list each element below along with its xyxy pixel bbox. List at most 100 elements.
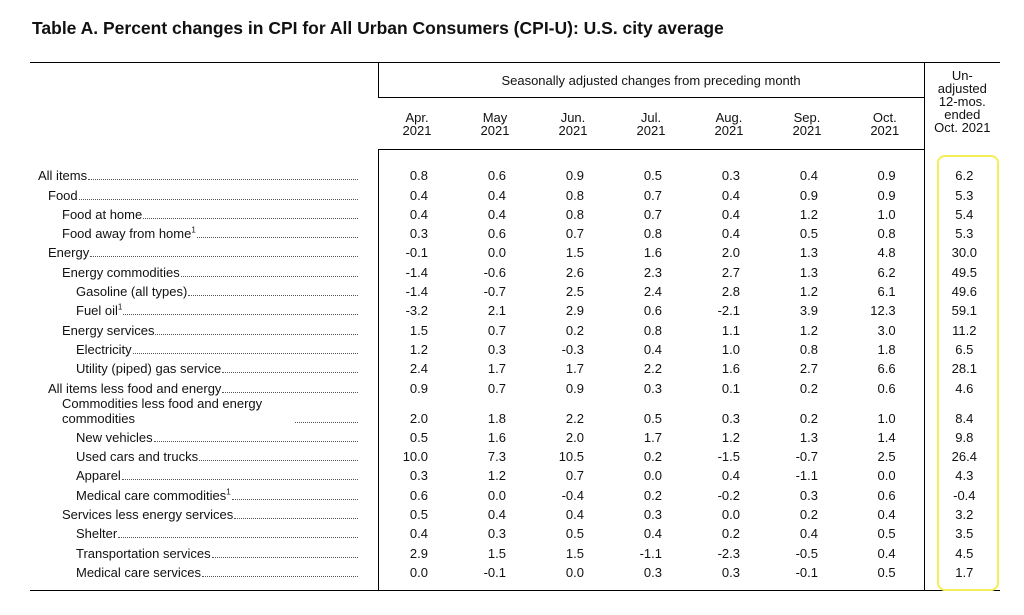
value-cell: 0.8 (643, 226, 662, 242)
label: All items less food and energy (48, 380, 222, 396)
row-label: Medical care commodities1 (30, 488, 378, 503)
label: Food at home (62, 206, 143, 222)
value-cell: 7.3 (487, 449, 506, 465)
table-row: Energy -0.1 0.0 1.5 1.6 2.0 1.3 4.8 30.0 (30, 241, 1001, 261)
row-label-cell: Shelter (30, 522, 378, 541)
value-cell: -0.7 (795, 449, 818, 465)
row-label-cell: Gasoline (all types) (30, 280, 378, 299)
header-line: Un- (951, 68, 973, 83)
value-cell: 5.3 (923, 221, 1001, 242)
value-cell: -2.3 (717, 545, 740, 561)
value-cell: 0.4 (377, 183, 456, 203)
row-label: Food (30, 188, 378, 203)
column-header: Apr. 2021 (378, 97, 456, 150)
leader (88, 179, 358, 181)
header-line: 2021 (870, 122, 900, 138)
label-text: Commodities less food and energy commodi… (62, 396, 294, 426)
last-column-header: Un-adjusted 12-mos. ended Oct. 2021 (923, 62, 1001, 150)
table-row: All items 0.8 0.6 0.9 0.5 0.3 0.4 0.9 6.2 (30, 149, 1001, 184)
value-cell: 8.4 (923, 395, 1001, 426)
value-cell: 1.2 (377, 337, 456, 357)
leader (132, 352, 358, 354)
value-cell: 0.2 (799, 410, 818, 426)
value-cell: 0.6 (377, 483, 456, 503)
header-line: 2021 (714, 122, 744, 138)
value-cell: 0.9 (565, 168, 584, 184)
value-cell: 1.8 (877, 341, 896, 357)
row-label-cell: Transportation services (30, 541, 378, 561)
value-cell: 2.5 (877, 449, 896, 465)
label-text: Used cars and trucks (76, 449, 198, 464)
value-cell: 1.8 (487, 410, 506, 426)
value-cell: 0.4 (721, 187, 740, 203)
value-cell: 0.6 (877, 487, 896, 503)
table-title: Table A. Percent changes in CPI for All … (32, 18, 724, 38)
value-cell: 0.0 (721, 507, 740, 523)
value-cell: -0.4 (923, 483, 1001, 503)
header-line: adjusted (937, 81, 987, 96)
group-header: Seasonally adjusted changes from precedi… (377, 62, 925, 98)
corner (30, 63, 378, 150)
value-cell: 0.3 (799, 487, 818, 503)
row-label-cell: Commodities less food and energy commodi… (30, 396, 378, 426)
label-text: Gasoline (all types) (76, 284, 187, 299)
label-text: Medical care commodities1 (76, 488, 231, 503)
table-row: New vehicles 0.5 1.6 2.0 1.7 1.2 1.3 1.4 9.8 (30, 425, 1001, 445)
row-label: Energy services (30, 323, 378, 338)
leader (118, 537, 358, 539)
row-label: New vehicles (30, 430, 378, 445)
row-label: Energy commodities (30, 265, 378, 280)
value-cell: 10.5 (558, 449, 584, 465)
table-row: Food 0.4 0.4 0.8 0.7 0.4 0.9 0.9 5.3 (30, 183, 1001, 203)
label: Energy commodities (62, 264, 180, 280)
label-text: Services less energy services (62, 507, 233, 522)
value-cell: -0.1 (483, 564, 506, 580)
value-cell: 2.0 (721, 245, 740, 261)
value-cell: 1.7 (643, 429, 662, 445)
leader (121, 479, 358, 481)
value-cell: 0.8 (377, 149, 456, 184)
leader (202, 575, 358, 577)
value-cell: -0.6 (483, 264, 506, 280)
value-cell: -0.5 (795, 545, 818, 561)
value-cell: 1.4 (877, 429, 896, 445)
table-row: All items less food and energy 0.9 0.7 0.9 0… (30, 376, 1001, 396)
label-text: Fuel oil1 (76, 303, 122, 318)
value-cell: 0.4 (643, 341, 662, 357)
cpi-table: Seasonally adjusted changes from precedi… (30, 62, 1001, 591)
value-cell: 0.4 (721, 468, 740, 484)
leader (231, 498, 358, 500)
row-label-cell: All items less food and energy (30, 376, 378, 396)
value-cell: -0.2 (717, 487, 740, 503)
row-label-cell: Food away from home1 (30, 222, 378, 241)
value-cell: 0.4 (487, 187, 506, 203)
value-cell: 0.7 (565, 468, 584, 484)
table-row: Services less energy services 0.5 0.4 0.4 0.… (30, 502, 1001, 523)
value-cell: 1.7 (923, 560, 1001, 591)
value-cell: 0.0 (487, 487, 506, 503)
row-label: Energy (30, 245, 378, 260)
value-cell: 26.4 (923, 444, 1001, 465)
value-cell: 0.6 (487, 168, 506, 184)
value-cell: 1.2 (487, 468, 506, 484)
value-cell: 49.6 (923, 279, 1001, 300)
value-cell: 1.2 (799, 322, 818, 338)
value-cell: 0.8 (799, 341, 818, 357)
value-cell: 1.5 (565, 245, 584, 261)
value-cell: 2.4 (643, 284, 662, 300)
label-text: Apparel (76, 468, 121, 483)
value-cell: 0.8 (565, 206, 584, 222)
header-line: 2021 (792, 122, 822, 138)
header-line: Aug. (715, 109, 743, 125)
value-cell: 0.7 (487, 322, 506, 338)
value-cell: 0.3 (721, 410, 740, 426)
value-cell: 0.4 (721, 206, 740, 222)
label-text: Utility (piped) gas service (76, 361, 221, 376)
value-cell: 0.6 (643, 303, 662, 319)
value-cell: 3.9 (799, 303, 818, 319)
value-cell: 0.3 (643, 507, 662, 523)
value-cell: 3.5 (923, 522, 1001, 542)
value-cell: 0.1 (721, 380, 740, 396)
label-text: Energy commodities (62, 265, 180, 280)
